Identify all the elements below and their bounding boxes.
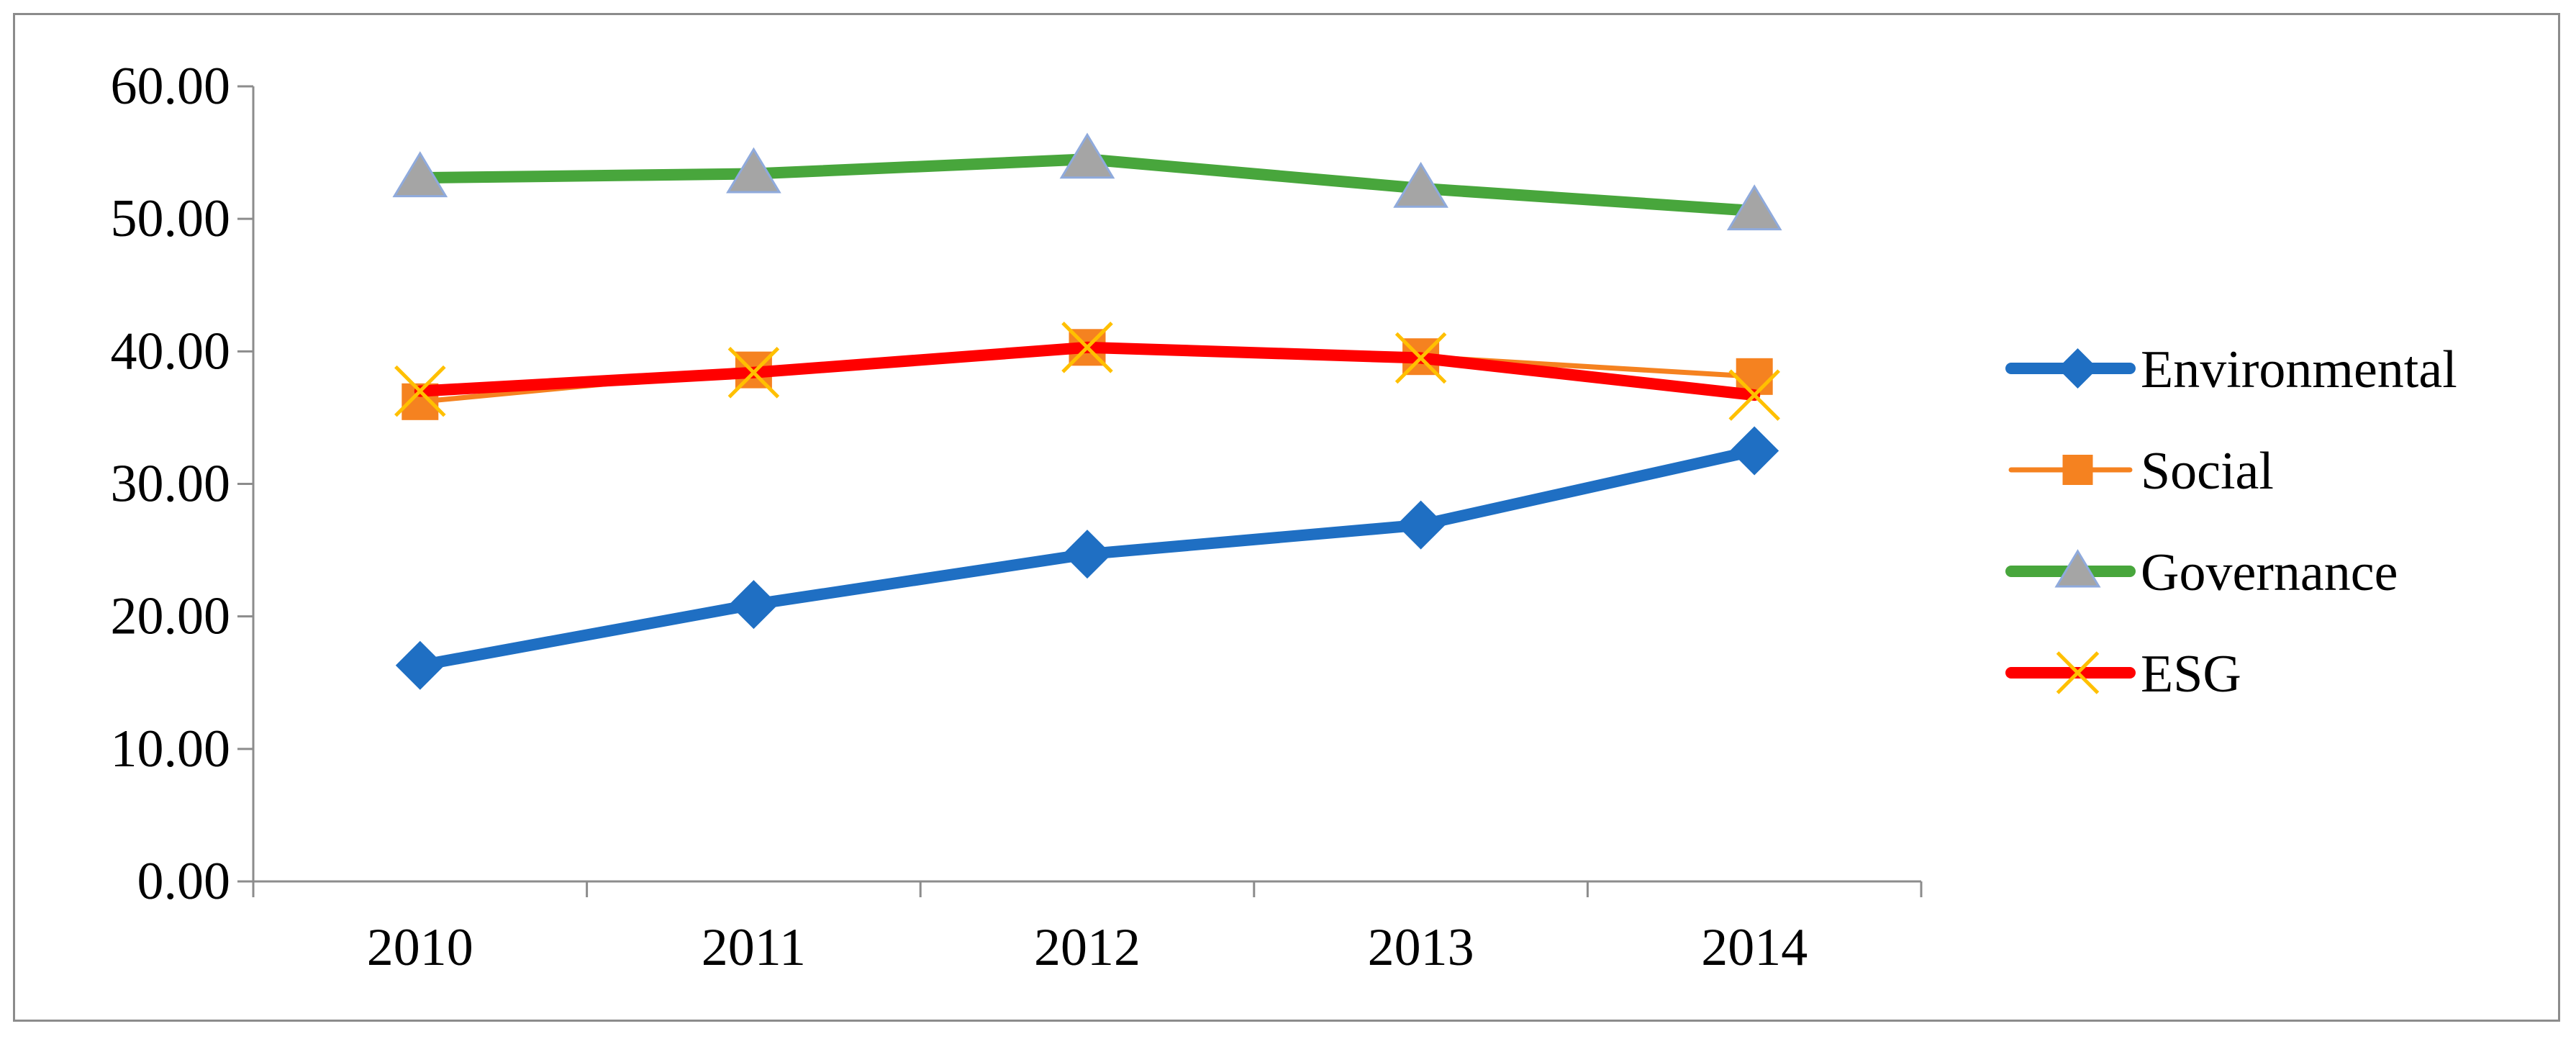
legend-item-governance: Governance — [2005, 543, 2398, 602]
y-tick-label: 10.00 — [111, 720, 231, 779]
y-tick-label: 20.00 — [111, 587, 231, 646]
legend-item-social: Social — [2008, 442, 2274, 501]
data-point-esg — [1728, 369, 1780, 421]
data-point-esg — [394, 365, 446, 417]
data-point-governance — [392, 151, 448, 198]
legend-marker — [2054, 549, 2101, 588]
data-point-environmental — [729, 580, 779, 630]
x-tick-label: 2012 — [1034, 918, 1140, 977]
x-tick-label: 2010 — [367, 918, 473, 977]
series-layer — [392, 132, 1782, 690]
data-point-governance — [1059, 132, 1115, 179]
x-marker-stroke — [2056, 651, 2100, 694]
x-tick-label: 2013 — [1368, 918, 1474, 977]
x-marker-stroke — [1728, 369, 1780, 421]
x-marker-stroke — [727, 347, 780, 399]
series-environmental — [395, 426, 1779, 690]
y-tick-label: 60.00 — [111, 57, 231, 116]
data-point-governance — [1726, 184, 1782, 231]
legend-label: ESG — [2141, 645, 2241, 704]
legend-label: Social — [2141, 442, 2274, 501]
x-marker-stroke — [394, 365, 446, 417]
x-tick-label: 2014 — [1701, 918, 1808, 977]
x-marker-stroke — [1394, 332, 1447, 384]
legend-label: Governance — [2141, 543, 2398, 602]
legend-item-esg: ESG — [2005, 645, 2241, 704]
y-tick-label: 40.00 — [111, 322, 231, 381]
legend-label: Environmental — [2141, 340, 2457, 399]
axes: 0.00 10.00 20.00 30.00 40.00 50.00 60.00 2010 20… — [111, 57, 1923, 977]
legend-marker — [2056, 651, 2100, 694]
series-esg — [394, 322, 1780, 421]
data-point-esg — [1394, 332, 1447, 384]
data-point-esg — [727, 347, 780, 399]
data-point-governance — [1393, 161, 1448, 208]
legend-item-environmental: Environmental — [2005, 340, 2457, 399]
series-governance — [392, 132, 1782, 231]
data-point-environmental — [395, 640, 445, 690]
data-point-environmental — [1396, 500, 1446, 550]
data-point-environmental — [1730, 426, 1779, 476]
data-point-esg — [1061, 322, 1113, 373]
x-tick-label: 2011 — [702, 918, 806, 977]
data-point-environmental — [1063, 530, 1112, 579]
data-point-governance — [726, 147, 781, 194]
y-tick-label: 0.00 — [137, 852, 231, 911]
legend-marker — [2062, 455, 2093, 485]
legend-marker — [2057, 348, 2098, 389]
legend: Environmental Social Governance ESG — [2005, 340, 2457, 704]
y-tick-label: 50.00 — [111, 189, 231, 248]
y-tick-label: 30.00 — [111, 455, 231, 514]
x-marker-stroke — [1061, 322, 1113, 373]
